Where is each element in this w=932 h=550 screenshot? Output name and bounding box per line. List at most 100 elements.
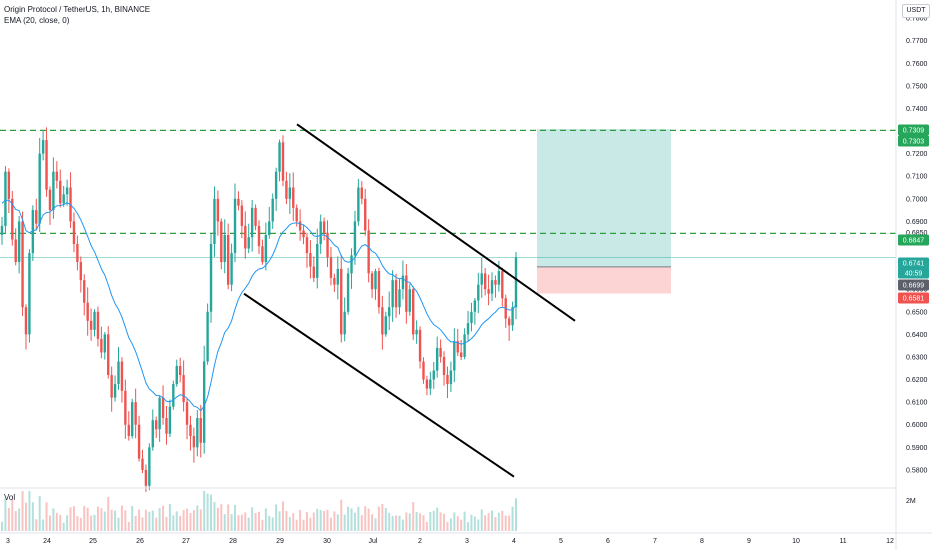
candle-body: [329, 257, 333, 278]
volume-bar: [117, 517, 120, 531]
candle-body: [391, 280, 394, 308]
volume-bar: [412, 502, 415, 531]
volume-bar: [329, 517, 332, 531]
volume-bar: [83, 505, 86, 531]
candle-body: [292, 187, 295, 208]
time-tick-label: 2: [418, 538, 422, 545]
candle-body: [459, 352, 463, 357]
volume-bar: [234, 504, 237, 531]
time-tick-label: 30: [323, 538, 331, 545]
candle-body: [319, 221, 322, 244]
volume-bar: [292, 513, 295, 531]
svg-text:0.6699: 0.6699: [903, 283, 925, 290]
volume-bar: [230, 514, 233, 531]
volume-bar: [268, 515, 271, 531]
volume-bar: [288, 517, 291, 531]
volume-bar: [240, 514, 243, 531]
candle-body: [120, 361, 124, 391]
price-tick-label: 0.6000: [906, 422, 928, 429]
candle-body: [250, 207, 254, 238]
price-axis: 0.78000.77000.76000.75000.74000.73000.72…: [906, 16, 928, 505]
candle-body: [38, 153, 41, 224]
volume-bar: [377, 506, 380, 531]
volume-bar: [439, 512, 442, 531]
time-tick-label: 29: [276, 538, 284, 545]
candle-body: [11, 198, 14, 240]
candle-body: [408, 289, 411, 312]
volume-bar: [432, 510, 435, 531]
time-tick-label: 27: [182, 538, 190, 545]
candle-body: [237, 198, 240, 206]
channel-upper-trendline[interactable]: [296, 123, 576, 322]
candle-body: [466, 323, 470, 335]
volume-bar: [76, 516, 79, 531]
volume-label[interactable]: Vol: [4, 493, 16, 502]
candle-body: [370, 273, 374, 290]
stop-loss-zone[interactable]: [537, 266, 671, 294]
volume-bar: [477, 519, 480, 531]
price-badge: 0.6741: [898, 257, 929, 269]
volume-bar: [371, 514, 374, 531]
time-tick-label: 24: [43, 538, 51, 545]
volume-bar: [24, 502, 27, 531]
candle-body: [316, 244, 319, 278]
volume-bar: [4, 498, 7, 531]
volume-bar: [473, 516, 476, 531]
price-tick-label: 0.6100: [906, 400, 928, 407]
channel-lower-trendline[interactable]: [243, 292, 515, 478]
volume-bar: [220, 504, 223, 531]
price-tick-label: 0.7800: [906, 16, 928, 23]
volume-bar: [120, 505, 123, 531]
price-tick-label: 0.6300: [906, 354, 928, 361]
volume-bar: [364, 506, 367, 531]
candle-body: [501, 271, 504, 299]
candle-body: [76, 244, 79, 263]
candle-body: [100, 338, 103, 353]
volume-bar: [172, 515, 175, 531]
candle-body: [456, 341, 459, 353]
volume-bar: [340, 499, 343, 531]
time-tick-label: 28: [229, 538, 237, 545]
candle-body: [274, 171, 278, 199]
candle-body: [240, 205, 244, 226]
volume-bar: [264, 508, 267, 531]
volume-bar: [203, 491, 206, 531]
volume-bar: [79, 517, 82, 531]
candle-body: [96, 311, 100, 339]
ema-legend[interactable]: EMA (20, close, 0): [4, 16, 70, 25]
price-tick-label: 0.7000: [906, 196, 928, 203]
volume-bar: [357, 506, 360, 531]
volume-bar: [168, 503, 171, 531]
take-profit-zone[interactable]: [537, 129, 671, 267]
volume-bar: [158, 508, 161, 531]
symbol-title[interactable]: Origin Protocol / TetherUS, 1h, BINANCE: [4, 5, 151, 14]
price-badge: 0.6847: [898, 234, 929, 246]
volume-bar: [285, 511, 288, 531]
volume-bar: [463, 511, 466, 531]
volume-bar: [155, 517, 158, 531]
candle-body: [422, 361, 425, 380]
candle-body: [131, 402, 134, 437]
volume-bar: [223, 514, 226, 531]
volume-bar: [425, 521, 428, 531]
volume-bar: [165, 516, 168, 531]
volume-bar: [11, 499, 14, 531]
volume-bar: [508, 515, 511, 531]
candle-body: [302, 230, 305, 238]
volume-bar: [480, 509, 483, 531]
candle-body: [161, 397, 165, 418]
price-tick-label: 0.6500: [906, 309, 928, 316]
volume-bars: [1, 491, 517, 531]
price-badge: 40:59: [898, 267, 929, 279]
candle-body: [336, 268, 340, 285]
volume-bar: [261, 519, 264, 531]
currency-label[interactable]: USDT: [902, 4, 930, 18]
candle-body: [340, 268, 343, 335]
volume-bar: [453, 512, 456, 531]
candle-body: [31, 210, 35, 254]
volume-bar: [141, 517, 144, 531]
candle-body: [168, 406, 172, 434]
volume-bar: [144, 509, 147, 531]
volume-bar: [271, 517, 274, 531]
